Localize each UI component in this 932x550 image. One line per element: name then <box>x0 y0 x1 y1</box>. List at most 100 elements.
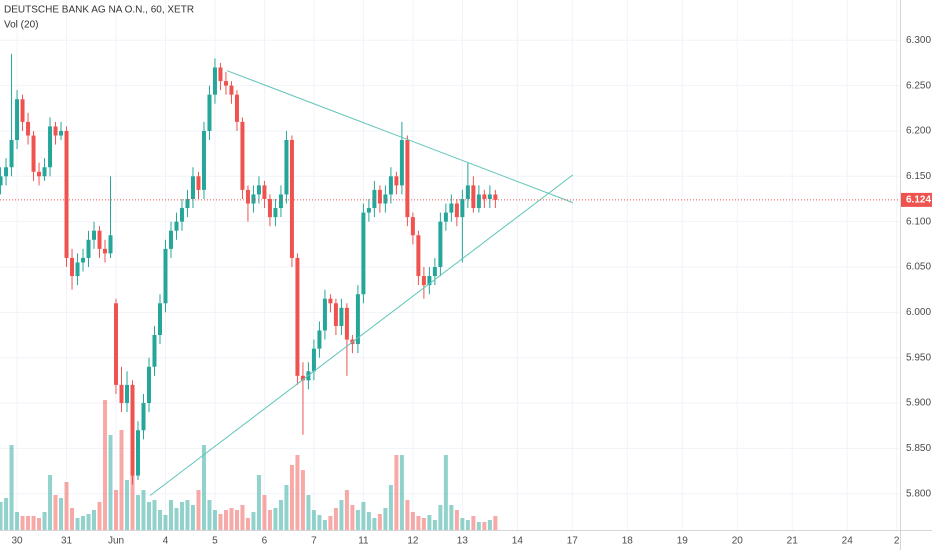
volume-bar <box>267 510 272 530</box>
x-tick-label: 31 <box>61 536 73 547</box>
candle-body <box>103 248 108 254</box>
candle-body <box>427 276 432 286</box>
candle-body <box>421 276 426 286</box>
volume-bar <box>289 465 294 530</box>
volume-bar <box>64 482 69 530</box>
volume-bar <box>300 470 305 530</box>
candle-body <box>119 384 124 404</box>
volume-bar <box>278 500 283 530</box>
candle-body <box>471 185 476 209</box>
volume-bar <box>0 502 3 530</box>
trend-line <box>149 174 574 496</box>
candle-body <box>416 235 421 277</box>
candle-body <box>405 140 410 218</box>
candle-body <box>377 189 382 204</box>
candle-body <box>399 140 404 186</box>
volume-bar <box>37 518 42 530</box>
y-tick-label: 6.150 <box>906 171 931 182</box>
candle-body <box>223 81 228 86</box>
candle-body <box>146 366 151 404</box>
x-tick-label: 19 <box>677 536 689 547</box>
volume-bar <box>405 500 410 530</box>
candle-body <box>42 167 47 177</box>
volume-bar <box>81 516 86 530</box>
candle-body <box>26 121 31 136</box>
volume-bar <box>454 510 459 530</box>
y-tick-label: 6.100 <box>906 216 931 227</box>
candle-body <box>168 230 173 249</box>
volume-bar <box>185 500 190 530</box>
volume-bar <box>443 455 448 530</box>
candle-body <box>229 85 234 95</box>
volume-bar <box>135 495 140 530</box>
candle-body <box>262 185 267 199</box>
volume-bar <box>103 400 108 530</box>
candle-body <box>0 176 3 186</box>
candle-body <box>31 135 36 172</box>
y-tick-label: 5.850 <box>906 443 931 454</box>
volume-bar <box>273 508 278 530</box>
y-tick-label: 5.900 <box>906 398 931 409</box>
candle-body <box>70 257 75 277</box>
candle-body <box>295 257 300 376</box>
candle-body <box>438 221 443 267</box>
candle-body <box>64 130 69 258</box>
candle-body <box>135 430 140 476</box>
volume-bar <box>476 522 481 530</box>
x-tick-label: 17 <box>567 536 579 547</box>
volume-bar <box>70 508 75 530</box>
volume-bar <box>152 500 157 530</box>
volume-bar <box>207 500 212 530</box>
candle-body <box>59 130 64 136</box>
last-price-label: 6.124 <box>906 195 931 206</box>
candle-body <box>366 208 371 213</box>
candle-body <box>443 212 448 222</box>
volume-bar <box>399 455 404 530</box>
candle-body <box>300 375 305 381</box>
volume-bar <box>53 495 58 530</box>
candle-body <box>333 303 338 326</box>
volume-bar <box>361 502 366 530</box>
candle-body <box>449 203 454 213</box>
candle-body <box>251 194 256 204</box>
candle-body <box>278 194 283 209</box>
candle-body <box>20 99 25 122</box>
candle-body <box>493 194 498 200</box>
x-tick-label: 14 <box>512 536 524 547</box>
volume-bar <box>48 475 53 530</box>
candle-body <box>179 208 184 222</box>
volume-bar <box>383 508 388 530</box>
volume-bar <box>311 510 316 530</box>
volume-bar <box>75 518 80 530</box>
candle-body <box>361 212 366 295</box>
y-tick-label: 6.250 <box>906 80 931 91</box>
volume-bar <box>333 508 338 530</box>
volume-bar <box>163 515 168 530</box>
volume-bar <box>9 445 14 530</box>
candle-body <box>284 140 289 195</box>
volume-bar <box>251 512 256 530</box>
volume-bar <box>20 516 25 530</box>
last-price-tag <box>901 192 932 207</box>
candle-body <box>97 230 102 249</box>
volume-bar <box>130 470 135 530</box>
y-tick-label: 6.000 <box>906 307 931 318</box>
volume-bar <box>245 518 250 530</box>
candle-body <box>48 126 53 168</box>
candle-body <box>289 140 294 258</box>
volume-bar <box>487 520 492 530</box>
volume-bar <box>449 505 454 530</box>
x-tick-label: 21 <box>787 536 799 547</box>
candle-body <box>245 189 250 204</box>
volume-bar <box>421 518 426 530</box>
volume-bar <box>168 500 173 530</box>
candle-body <box>432 267 437 277</box>
candle-body <box>339 307 344 326</box>
volume-bar <box>59 498 64 530</box>
volume-bar <box>196 490 201 530</box>
trend-line <box>226 70 574 204</box>
candle-body <box>201 130 206 190</box>
candle-body <box>15 99 20 141</box>
x-tick-label: 5 <box>212 536 218 547</box>
